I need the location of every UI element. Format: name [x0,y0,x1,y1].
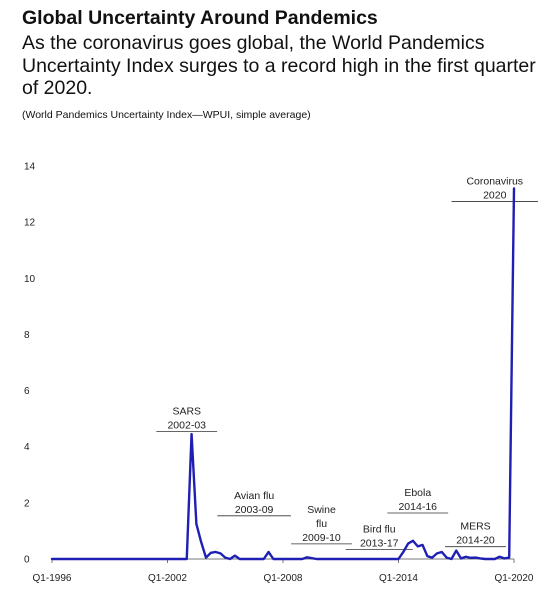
annotation-label: Swine [307,504,336,516]
x-tick-label: Q1-2020 [495,573,534,584]
chart-series [50,187,516,561]
y-tick-label: 0 [24,555,30,566]
annotation: MERS 2014-20 [445,521,506,548]
y-tick-label: 12 [24,218,36,229]
annotation: Avian flu 2003-09 [217,490,291,517]
chart-annotations: SARS 2002-03 Avian flu 2003-09 Swine flu 2009-… [156,175,538,550]
chart-axes: 0 2 4 6 8 10 12 14 Q1-1996 Q1-2002 Q1-2008 Q1-2014 Q… [24,162,534,585]
annotation-label: flu [316,518,327,530]
chart-note: (World Pandemics Uncertainty Index—WPUI,… [22,109,311,121]
annotation: Swine flu 2009-10 [291,504,352,545]
annotation-label: MERS [460,521,490,533]
y-tick-label: 2 [24,498,30,509]
y-tick-label: 14 [24,162,36,173]
annotation-label: 2013-17 [360,538,399,550]
annotation-label: 2020 [483,189,507,201]
x-tick-label: Q1-2008 [264,573,303,584]
annotation-label: Avian flu [234,490,274,502]
annotation-label: 2002-03 [167,420,206,432]
annotation-label: 2003-09 [235,504,274,516]
y-tick-label: 6 [24,386,30,397]
y-tick-label: 4 [24,442,30,453]
annotation-label: SARS [172,406,201,418]
annotation: SARS 2002-03 [156,406,218,433]
annotation: Coronavirus 2020 [451,175,538,202]
x-tick-label: Q1-2014 [379,573,418,584]
chart-title: Global Uncertainty Around Pandemics [22,7,378,29]
chart-subtitle: As the coronavirus goes global, the Worl… [22,32,536,99]
x-tick-label: Q1-1996 [33,573,72,584]
annotation-label: Bird flu [363,524,396,536]
annotation-label: 2014-16 [398,501,437,513]
y-tick-label: 10 [24,274,36,285]
annotation: Ebola 2014-16 [387,487,449,514]
annotation-label: 2014-20 [456,535,495,547]
annotation-label: Coronavirus [466,175,523,187]
annotation-label: Ebola [404,487,431,499]
series-line [50,187,516,561]
y-tick-label: 8 [24,330,30,341]
x-tick-label: Q1-2002 [148,573,187,584]
annotation-label: 2009-10 [302,532,341,544]
annotation: Bird flu 2013-17 [345,524,413,550]
